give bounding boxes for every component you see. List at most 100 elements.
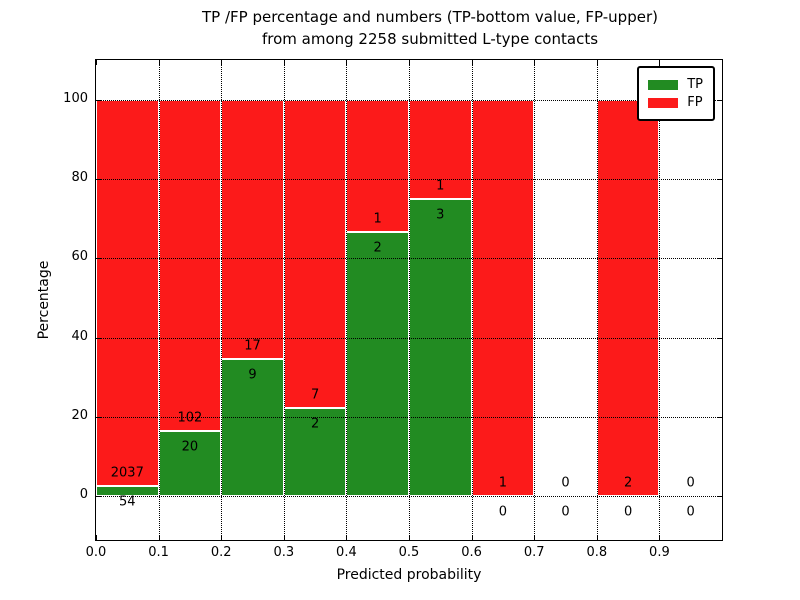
tp-count-label: 9 xyxy=(248,367,257,383)
fp-legend-swatch xyxy=(648,97,679,108)
vertical-gridline xyxy=(409,60,410,540)
x-tick-mark xyxy=(221,535,223,540)
x-tick-mark xyxy=(283,60,285,65)
legend-row: TP xyxy=(648,77,703,92)
tp-count-label: 0 xyxy=(623,504,633,520)
fp-bar xyxy=(158,99,222,432)
y-tick-mark xyxy=(717,99,722,101)
x-tick-label: 0.5 xyxy=(398,545,420,560)
x-tick-mark xyxy=(409,60,410,65)
fp-count-label: 102 xyxy=(177,410,203,426)
y-tick-mark xyxy=(96,179,101,180)
x-tick-label: 0.4 xyxy=(336,545,357,560)
x-tick-mark xyxy=(471,60,473,65)
fp-bar xyxy=(221,99,284,360)
x-tick-label: 0.8 xyxy=(586,545,608,560)
fp-count-label: 2 xyxy=(623,475,633,491)
y-tick-mark xyxy=(96,99,101,101)
legend: TP FP xyxy=(637,66,715,121)
tp-count-label: 3 xyxy=(436,207,445,223)
x-tick-mark xyxy=(158,535,160,540)
tp-bar xyxy=(96,486,159,497)
vertical-gridline xyxy=(471,60,473,540)
x-tick-label: 0.9 xyxy=(649,545,670,560)
x-tick-mark xyxy=(471,535,473,540)
x-tick-mark xyxy=(659,535,661,540)
y-tick-mark xyxy=(96,337,101,339)
fp-bar xyxy=(346,99,409,232)
fp-count-label: 7 xyxy=(310,387,320,403)
y-tick-label: 40 xyxy=(71,328,88,344)
chart-title-line2: from among 2258 submitted L-type contact… xyxy=(261,30,599,48)
y-tick-mark xyxy=(717,258,722,260)
vertical-gridline xyxy=(596,60,598,540)
x-tick-mark xyxy=(596,535,598,540)
tp-bar xyxy=(346,231,409,497)
vertical-gridline xyxy=(534,60,536,540)
tp-count-label: 54 xyxy=(119,494,136,510)
y-tick-mark xyxy=(96,417,101,419)
tp-count-label: 0 xyxy=(686,504,695,520)
legend-label: TP xyxy=(687,77,703,92)
x-tick-label: 0.2 xyxy=(210,545,232,560)
y-tick-label: 0 xyxy=(79,487,88,503)
legend-label: FP xyxy=(687,95,703,110)
x-tick-mark xyxy=(534,535,536,540)
chart-title-line1: TP /FP percentage and numbers (TP-bottom… xyxy=(202,8,658,26)
y-tick-mark xyxy=(717,496,722,498)
fp-bar xyxy=(283,99,347,409)
fp-bar xyxy=(596,99,660,497)
fp-count-label: 1 xyxy=(373,211,382,227)
tp-bar xyxy=(283,408,347,497)
tp-bar xyxy=(158,431,222,497)
x-tick-mark xyxy=(158,60,160,65)
x-tick-label: 0.3 xyxy=(273,545,295,560)
y-tick-mark xyxy=(717,417,722,419)
y-tick-label: 20 xyxy=(71,408,88,424)
tp-count-label: 20 xyxy=(181,439,199,455)
x-tick-mark xyxy=(596,60,598,65)
x-axis-label: Predicted probability xyxy=(336,567,482,583)
x-tick-mark xyxy=(346,60,348,65)
fp-bar xyxy=(471,99,535,497)
tp-count-label: 0 xyxy=(498,504,508,520)
tp-legend-swatch xyxy=(648,79,679,90)
x-tick-label: 0.1 xyxy=(148,545,169,560)
fp-count-label: 0 xyxy=(561,475,570,491)
fp-count-label: 2037 xyxy=(110,465,144,481)
vertical-gridline xyxy=(346,60,348,540)
y-axis-label: Percentage xyxy=(36,260,52,340)
fp-count-label: 1 xyxy=(498,475,508,491)
fp-bar xyxy=(96,99,159,487)
y-tick-label: 60 xyxy=(71,249,88,265)
y-tick-label: 80 xyxy=(71,170,88,185)
x-tick-mark xyxy=(346,535,348,540)
tp-bar xyxy=(409,198,472,497)
plot-area: TP FP 2037 54 102 20 17 9 7 2 1 2 1 3 1 0 0 0 2 0 0 0 xyxy=(95,59,723,541)
y-tick-label: 100 xyxy=(63,90,88,106)
fp-count-label: 1 xyxy=(436,178,445,194)
x-tick-mark xyxy=(96,535,97,540)
x-tick-mark xyxy=(221,60,223,65)
fp-count-label: 17 xyxy=(244,338,261,354)
x-tick-label: 0.0 xyxy=(85,545,107,560)
x-tick-mark xyxy=(283,535,285,540)
x-tick-mark xyxy=(409,535,410,540)
x-tick-label: 0.6 xyxy=(461,545,482,560)
legend-row: FP xyxy=(648,95,703,110)
vertical-gridline xyxy=(158,60,160,540)
vertical-gridline xyxy=(283,60,285,540)
y-tick-mark xyxy=(717,337,722,339)
fp-count-label: 0 xyxy=(686,475,695,491)
tp-count-label: 2 xyxy=(373,240,382,256)
y-tick-mark xyxy=(96,258,101,260)
x-tick-mark xyxy=(96,60,97,65)
tp-count-label: 2 xyxy=(310,416,320,432)
x-tick-label: 0.7 xyxy=(523,545,545,560)
vertical-gridline xyxy=(659,60,661,540)
y-tick-mark xyxy=(717,179,722,180)
tp-count-label: 0 xyxy=(561,504,570,520)
x-tick-mark xyxy=(534,60,536,65)
y-tick-mark xyxy=(96,496,101,498)
